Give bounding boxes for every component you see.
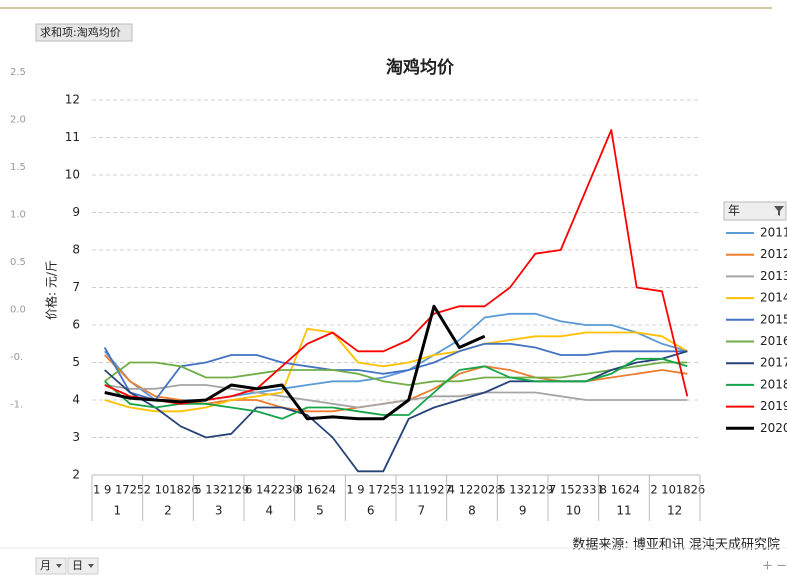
y-tick-label: 4 (72, 393, 80, 407)
legend-label: 2012 (760, 247, 787, 261)
ghost-axis-label: 1.0 (10, 210, 26, 221)
y-tick-label: 12 (65, 93, 80, 107)
x-day-labels: 2 101826 (650, 483, 705, 497)
ghost-axis-label: 0.0 (10, 305, 26, 316)
series-line (104, 361, 688, 386)
x-month-label: 11 (616, 504, 631, 518)
dropdown-arrow (56, 564, 62, 568)
series-line (104, 350, 688, 473)
chart-title: 淘鸡均价 (386, 57, 455, 78)
filter-icon (774, 206, 784, 216)
legend-label: 2020 (760, 421, 787, 435)
x-day-labels: 8 1624 (296, 483, 336, 497)
ghost-axis-label: 1.5 (10, 162, 26, 173)
y-tick-label: 10 (65, 168, 80, 182)
x-month-label: 3 (215, 504, 223, 518)
legend-label: 2011 (760, 226, 787, 240)
legend-label: 2019 (760, 399, 787, 413)
legend-label: 2014 (760, 291, 787, 305)
zoom-button[interactable]: − (776, 559, 787, 574)
x-day-labels: 3 111927 (397, 483, 452, 497)
legend-label: 2013 (760, 269, 787, 283)
row-field-button[interactable] (67, 557, 99, 575)
x-day-labels: 7 152331 (549, 483, 604, 497)
source-note: 数据来源: 博亚和讯 混沌天成研究院 (572, 538, 780, 553)
y-tick-label: 3 (72, 430, 80, 444)
x-day-labels: 2 101826 (144, 483, 199, 497)
pivot-button[interactable] (35, 23, 133, 42)
ghost-axis-label: 2.0 (10, 115, 26, 126)
x-day-labels: 4 122028 (448, 483, 503, 497)
x-day-labels: 8 1624 (600, 483, 640, 497)
y-tick-label: 5 (72, 355, 80, 369)
x-month-label: 8 (468, 504, 476, 518)
x-day-labels: 1 9 1725 (346, 483, 397, 497)
x-month-label: 7 (418, 504, 426, 518)
row-field-label: 日 (72, 559, 83, 572)
series-line (104, 357, 688, 420)
y-tick-label: 2 (72, 468, 80, 482)
x-month-label: 6 (367, 504, 375, 518)
x-month-label: 2 (164, 504, 172, 518)
x-day-labels: 1 9 1725 (93, 483, 144, 497)
x-month-label: 12 (667, 504, 682, 518)
series-line (104, 304, 486, 421)
y-tick-label: 8 (72, 243, 80, 257)
x-month-label: 10 (566, 504, 581, 518)
x-day-labels: 5 132129 (194, 483, 249, 497)
ghost-axis-label: -0. (10, 352, 23, 363)
x-month-label: 4 (266, 504, 274, 518)
zoom-button[interactable]: + (762, 559, 773, 574)
x-month-label: 1 (114, 504, 122, 518)
dropdown-arrow (88, 564, 94, 568)
legend-field-label: 年 (728, 204, 740, 218)
row-field-button[interactable] (35, 557, 67, 575)
y-tick-label: 7 (72, 280, 80, 294)
ghost-axis-label: 0.5 (10, 257, 26, 268)
x-month-label: 5 (316, 504, 324, 518)
row-field-label: 月 (40, 559, 51, 572)
series-line (104, 312, 688, 401)
series-line (103, 342, 688, 401)
y-tick-label: 11 (65, 130, 80, 144)
series-line (104, 327, 688, 413)
legend-label: 2016 (760, 334, 787, 348)
x-month-label: 9 (519, 504, 527, 518)
ghost-axis-label: -1. (10, 400, 23, 411)
x-day-labels: 5 132129 (498, 483, 553, 497)
ghost-axis-label: 2.5 (10, 67, 26, 78)
legend-field-button[interactable] (723, 201, 787, 221)
y-tick-label: 6 (72, 318, 80, 332)
legend-label: 2017 (760, 356, 787, 370)
y-tick-label: 9 (72, 205, 80, 219)
pivot-button-label: 求和项:淘鸡均价 (40, 25, 121, 39)
legend-label: 2018 (760, 377, 787, 391)
legend-label: 2015 (760, 312, 787, 326)
x-day-labels: 6 142230 (245, 483, 300, 497)
series-line (104, 384, 688, 409)
y-axis-title: 价格: 元/斤 (44, 260, 59, 320)
